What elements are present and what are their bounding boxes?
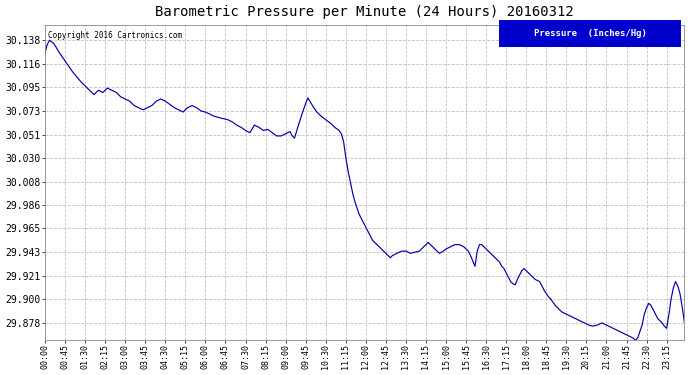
Title: Barometric Pressure per Minute (24 Hours) 20160312: Barometric Pressure per Minute (24 Hours… [155, 5, 574, 19]
Text: Copyright 2016 Cartronics.com: Copyright 2016 Cartronics.com [48, 32, 182, 40]
